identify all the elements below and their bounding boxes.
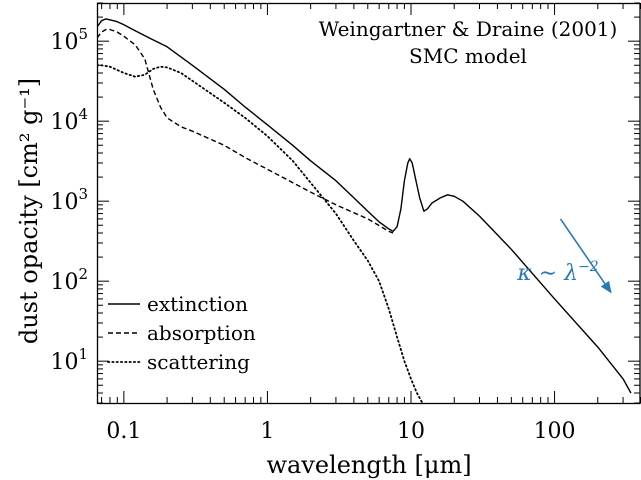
slope-label-exponent: −2	[578, 259, 599, 275]
x-tick-label: 0.1	[106, 419, 141, 444]
legend-item-absorption: absorption	[108, 321, 256, 345]
slope-label-main: κ ∼ λ	[516, 261, 578, 286]
annotation-source-line-1: Weingartner & Draine (2001)	[319, 17, 618, 41]
y-tick-label: 105	[50, 25, 88, 55]
annotation-source-line-2: SMC model	[409, 44, 527, 68]
x-tick-label: 1	[260, 419, 274, 444]
y-tick-label: 103	[50, 185, 88, 215]
x-tick-label: 10	[397, 419, 425, 444]
slope-arrow-head	[601, 281, 612, 294]
series-line-absorption	[97, 30, 393, 234]
series-line-scattering	[97, 65, 422, 403]
legend-label: absorption	[147, 321, 256, 345]
slope-label: κ ∼ λ−2	[516, 259, 599, 286]
legend-label: scattering	[147, 350, 250, 374]
y-tick-label: 104	[50, 105, 88, 135]
slope-annotation: κ ∼ λ−2	[516, 219, 611, 294]
y-tick-label: 102	[50, 265, 88, 295]
plot-lines	[97, 19, 631, 403]
legend-label: extinction	[147, 292, 248, 316]
legend: extinction absorption scattering	[108, 292, 256, 374]
legend-item-scattering: scattering	[108, 350, 250, 374]
y-axis-label: dust opacity [cm² g⁻¹]	[15, 78, 43, 344]
y-tick-label: 101	[50, 345, 88, 375]
legend-item-extinction: extinction	[108, 292, 248, 316]
x-axis-label: wavelength [μm]	[266, 451, 471, 479]
x-tick-label: 100	[534, 419, 576, 444]
